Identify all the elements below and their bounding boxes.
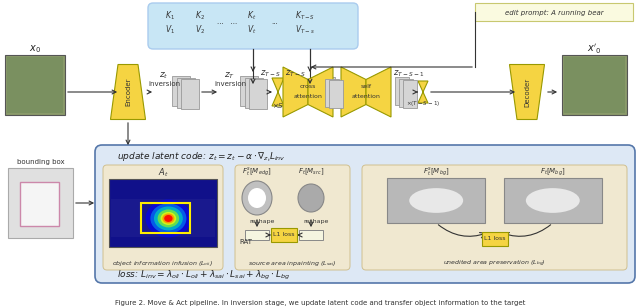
Text: $F_t[M_{bg}]$: $F_t[M_{bg}]$ — [540, 166, 566, 178]
Text: reshape: reshape — [249, 218, 275, 224]
Ellipse shape — [161, 212, 176, 225]
Text: $K_t$: $K_t$ — [247, 10, 257, 22]
FancyBboxPatch shape — [95, 145, 635, 283]
Bar — [403, 80, 417, 108]
Ellipse shape — [154, 206, 183, 230]
Text: reshape: reshape — [303, 218, 328, 224]
Text: $A_t$: $A_t$ — [157, 167, 168, 179]
Text: self: self — [360, 84, 371, 90]
Text: $z_{T-S-1}$: $z_{T-S-1}$ — [393, 69, 424, 79]
Ellipse shape — [242, 181, 272, 215]
Bar — [5, 55, 65, 115]
Text: bounding box: bounding box — [17, 159, 64, 165]
Text: inversion: inversion — [214, 81, 246, 87]
Text: Decoder: Decoder — [524, 77, 530, 107]
Bar — [299, 230, 323, 240]
Text: source area inpainting ($L_{sai}$): source area inpainting ($L_{sai}$) — [248, 260, 337, 269]
Text: attention: attention — [351, 95, 380, 99]
Polygon shape — [418, 81, 428, 103]
Text: edit prompt: A running bear: edit prompt: A running bear — [505, 10, 604, 16]
Bar — [249, 79, 267, 109]
Text: $\times S$: $\times S$ — [272, 102, 284, 111]
Bar — [562, 55, 627, 115]
Ellipse shape — [248, 188, 266, 208]
Text: $F^s_t[M_{bg}]$: $F^s_t[M_{bg}]$ — [423, 166, 449, 178]
Text: $V_2$: $V_2$ — [195, 24, 205, 36]
Bar — [504, 178, 602, 223]
Text: $F_t[M_{src}]$: $F_t[M_{src}]$ — [298, 167, 324, 177]
Text: $z_{T-S}$: $z_{T-S}$ — [285, 69, 305, 79]
Text: $K_{T-S}$: $K_{T-S}$ — [295, 10, 315, 22]
Polygon shape — [272, 78, 284, 106]
Bar — [329, 80, 343, 108]
Text: object information infusion ($L_{oii}$): object information infusion ($L_{oii}$) — [113, 260, 214, 269]
Ellipse shape — [146, 200, 191, 237]
Text: $V_{T-s}$: $V_{T-s}$ — [295, 24, 315, 36]
Bar — [245, 78, 263, 107]
Bar — [399, 79, 413, 107]
Bar — [111, 199, 215, 237]
Ellipse shape — [526, 188, 580, 213]
Ellipse shape — [163, 213, 174, 223]
Bar — [172, 76, 190, 106]
Bar — [141, 203, 190, 233]
Ellipse shape — [164, 215, 173, 222]
Bar — [321, 77, 335, 105]
Text: $z_{T-S}$: $z_{T-S}$ — [260, 69, 281, 79]
Bar — [181, 79, 199, 109]
Bar — [7, 57, 63, 113]
Text: unedited area preservation ($L_{bg}$): unedited area preservation ($L_{bg}$) — [443, 259, 546, 269]
Text: attention: attention — [294, 95, 323, 99]
Bar — [325, 79, 339, 107]
Text: $x'_0$: $x'_0$ — [587, 42, 602, 56]
Bar — [240, 76, 258, 106]
Text: $F^s_t[M_{edg}]$: $F^s_t[M_{edg}]$ — [242, 166, 272, 178]
Ellipse shape — [298, 184, 324, 212]
Polygon shape — [341, 67, 366, 117]
Ellipse shape — [150, 204, 186, 233]
Text: Encoder: Encoder — [125, 78, 131, 106]
Text: $K_2$: $K_2$ — [195, 10, 205, 22]
Polygon shape — [283, 67, 308, 117]
Text: L1 loss: L1 loss — [273, 233, 295, 237]
Text: L1 loss: L1 loss — [484, 237, 505, 241]
Bar — [387, 178, 485, 223]
FancyBboxPatch shape — [148, 3, 358, 49]
Bar — [177, 78, 195, 107]
Bar — [475, 3, 633, 21]
FancyBboxPatch shape — [362, 165, 627, 270]
Text: $z_T$: $z_T$ — [225, 71, 236, 81]
Polygon shape — [111, 64, 145, 120]
Text: ...: ... — [271, 19, 278, 25]
Bar — [564, 57, 625, 113]
Text: cross: cross — [300, 84, 316, 90]
Bar — [8, 168, 73, 238]
Text: inversion: inversion — [148, 81, 180, 87]
Polygon shape — [308, 67, 333, 117]
Text: $V_t$: $V_t$ — [247, 24, 257, 36]
Ellipse shape — [409, 188, 463, 213]
Text: Figure 2. Move & Act pipeline. In inversion stage, we update latent code and tra: Figure 2. Move & Act pipeline. In invers… — [115, 300, 525, 306]
Text: RAT: RAT — [239, 239, 252, 245]
FancyBboxPatch shape — [235, 165, 350, 270]
Bar — [20, 182, 59, 226]
FancyBboxPatch shape — [103, 165, 223, 270]
Ellipse shape — [157, 209, 179, 227]
Text: update latent code: $z_t = z_t - \alpha \cdot \nabla_{z_t} L_{inv}$: update latent code: $z_t = z_t - \alpha … — [117, 150, 286, 164]
Text: $z_t$: $z_t$ — [159, 71, 169, 81]
Text: $loss$: $L_{inv} = \lambda_{oli} \cdot L_{oli} + \lambda_{sai} \cdot L_{sai} + \: $loss$: $L_{inv} = \lambda_{oli} \cdot L… — [117, 269, 290, 282]
Text: $K_1$: $K_1$ — [165, 10, 175, 22]
Bar — [245, 230, 269, 240]
Text: ...   ...: ... ... — [217, 19, 237, 25]
Polygon shape — [366, 67, 391, 117]
Text: $\times(T-S-1)$: $\times(T-S-1)$ — [406, 99, 440, 108]
Bar — [271, 228, 297, 242]
Bar — [109, 179, 217, 247]
Polygon shape — [509, 64, 545, 120]
Text: $V_1$: $V_1$ — [165, 24, 175, 36]
Bar — [395, 77, 409, 105]
Bar — [481, 232, 508, 246]
Text: $x_0$: $x_0$ — [29, 43, 41, 55]
